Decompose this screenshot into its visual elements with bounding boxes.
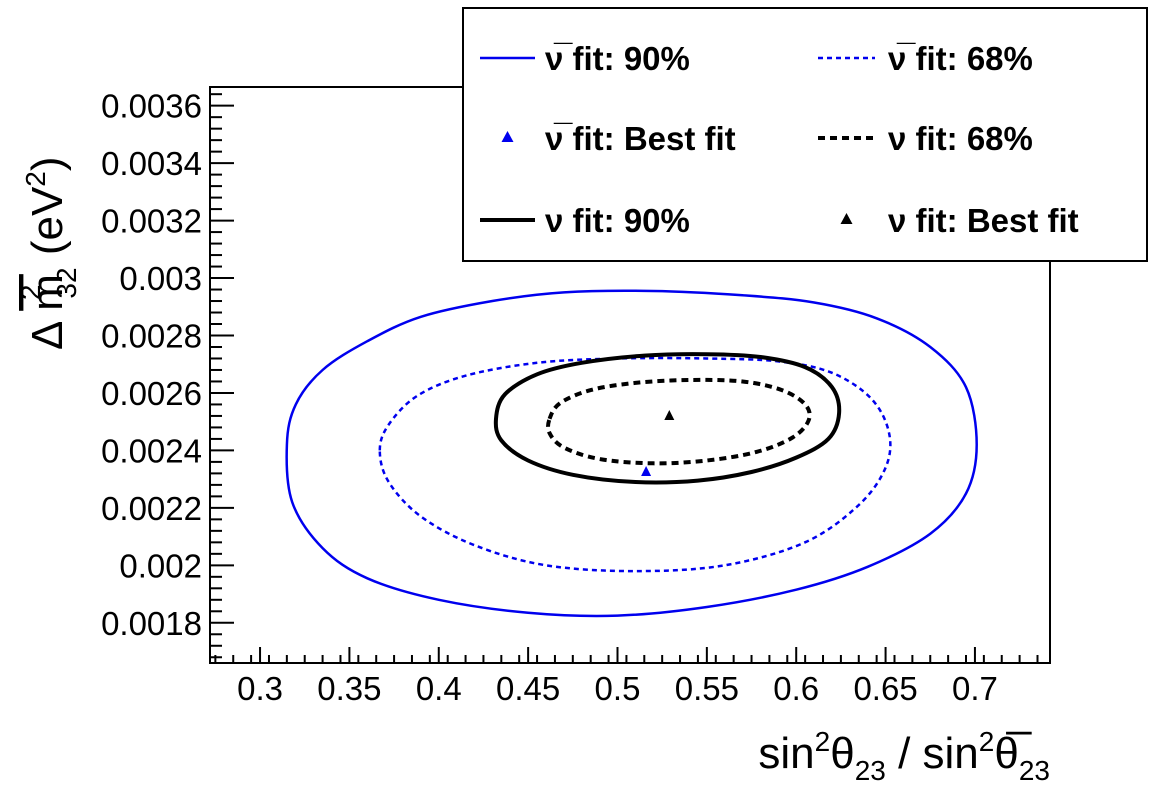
legend-swatch-5 (840, 213, 853, 224)
x-tick-label: 0.3 (237, 670, 283, 707)
legend: ν̅ fit: 90% ν̅ fit: 68% ν̅ fit: Best fit ν … (462, 7, 1148, 262)
y-tick-label: 0.0024 (101, 432, 202, 469)
legend-label-4: ν fit: 90% (545, 202, 690, 239)
legend-swatch-2 (501, 131, 514, 142)
x-title-sin2: sin (923, 729, 979, 778)
y-title-sup: 2 (15, 285, 46, 301)
legend-label-5: ν fit: Best fit (888, 202, 1079, 239)
y-title-m: m (23, 274, 72, 311)
y-tick-label: 0.002 (119, 547, 202, 584)
y-axis-title: Δ m2 32 (eV2) (15, 156, 82, 350)
x-tick-label: 0.5 (595, 670, 641, 707)
y-tick-label: 0.0026 (101, 375, 202, 412)
y-tick-label: 0.0034 (101, 145, 202, 182)
x-tick-label: 0.6 (773, 670, 819, 707)
x-tick-label: 0.4 (416, 670, 462, 707)
contour-series (285, 289, 978, 618)
y-title-unit-sup: 2 (20, 171, 51, 187)
best-fit-markers (641, 409, 675, 476)
y-title-unit-close: ) (23, 156, 72, 171)
x-tick-label: 0.7 (952, 670, 998, 707)
x-title-sub: 23 (855, 755, 886, 786)
y-tick-label: 0.0036 (101, 88, 202, 125)
x-tick-label: 0.65 (853, 670, 917, 707)
best-fit-marker-0 (641, 465, 652, 476)
axis-ticks (210, 93, 1039, 663)
y-title-space2 (23, 255, 72, 267)
legend-label-2: ν̅ fit: Best fit (545, 120, 736, 157)
y-title-delta: Δ (23, 321, 72, 350)
contour-1 (378, 356, 892, 573)
axis-tick-labels: 0.3 0.35 0.4 0.45 0.5 0.55 0.6 0.65 0.7 0.0018 0.0… (101, 88, 998, 707)
x-tick-label: 0.55 (675, 670, 739, 707)
y-tick-label: 0.0028 (101, 317, 202, 354)
x-title-sep: / (886, 729, 923, 778)
x-title-sup2: 2 (979, 726, 995, 757)
x-tick-label: 0.45 (496, 670, 560, 707)
y-tick-label: 0.0032 (101, 203, 202, 240)
x-title-sin: sin (758, 729, 814, 778)
legend-items: ν̅ fit: 90% ν̅ fit: 68% ν̅ fit: Best fit ν … (480, 40, 1079, 239)
y-title-sub: 32 (51, 267, 82, 298)
x-title-sup: 2 (815, 726, 831, 757)
x-tick-label: 0.35 (317, 670, 381, 707)
y-title-unit-open: (eV (23, 186, 72, 255)
x-axis-title: sin2θ23 / sin2θ̅23 (758, 726, 1050, 786)
y-tick-label: 0.0018 (101, 605, 202, 642)
legend-label-3: ν fit: 68% (888, 120, 1033, 157)
x-title-theta: θ (830, 729, 854, 778)
legend-label-1: ν̅ fit: 68% (888, 40, 1033, 77)
legend-box (462, 7, 1148, 262)
contour-0 (285, 289, 978, 618)
contour-3 (546, 377, 812, 466)
y-tick-label: 0.0022 (101, 490, 202, 527)
best-fit-marker-1 (664, 409, 675, 420)
legend-label-0: ν̅ fit: 90% (545, 40, 690, 77)
contour-2 (493, 352, 842, 485)
x-title-sub2: 23 (1019, 755, 1050, 786)
y-title-space (23, 311, 72, 323)
y-tick-label: 0.003 (119, 260, 202, 297)
